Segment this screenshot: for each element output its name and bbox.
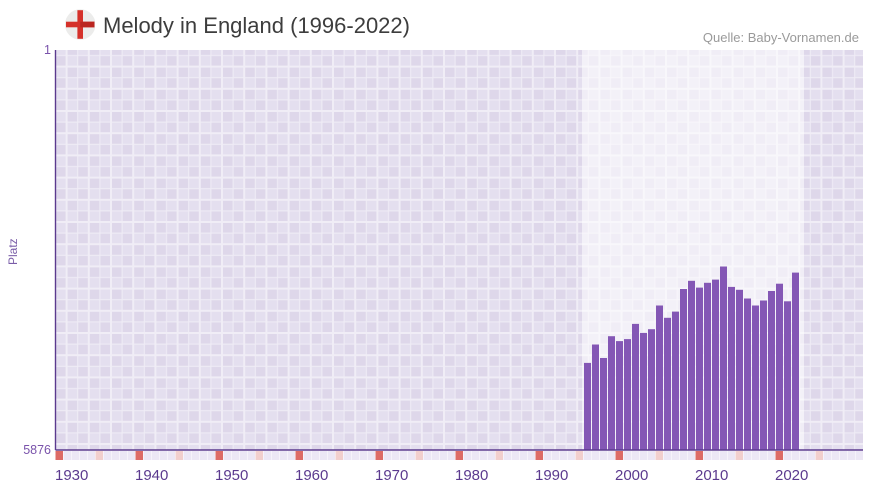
svg-text:1930: 1930	[55, 467, 88, 484]
svg-text:1990: 1990	[535, 467, 568, 484]
svg-text:1940: 1940	[135, 467, 168, 484]
svg-text:1970: 1970	[375, 467, 408, 484]
svg-text:2010: 2010	[695, 467, 728, 484]
svg-text:1980: 1980	[455, 467, 488, 484]
svg-text:5876: 5876	[23, 443, 51, 457]
svg-text:2020: 2020	[775, 467, 808, 484]
svg-text:1950: 1950	[215, 467, 248, 484]
svg-text:1960: 1960	[295, 467, 328, 484]
svg-text:2000: 2000	[615, 467, 648, 484]
svg-text:1: 1	[44, 43, 51, 57]
